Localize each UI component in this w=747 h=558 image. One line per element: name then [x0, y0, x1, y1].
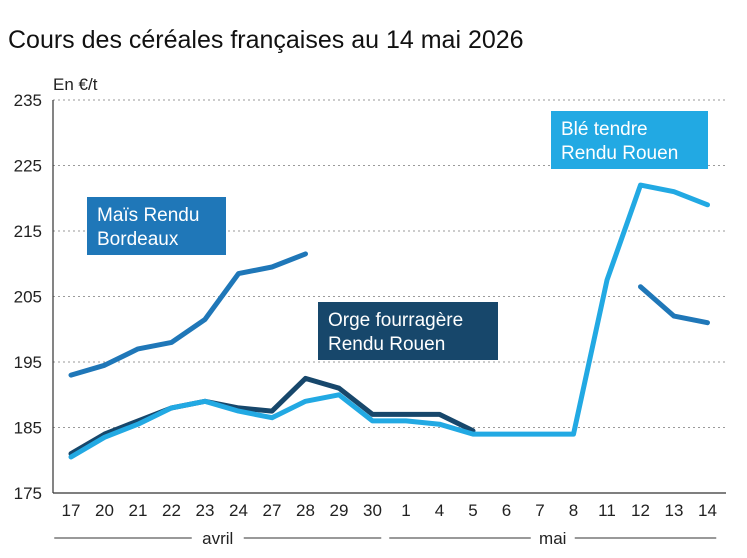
- x-tick-label: 1: [401, 501, 410, 520]
- series-line-1: [68, 375, 476, 457]
- x-tick-label: 20: [95, 501, 114, 520]
- series-line-2: [68, 182, 710, 460]
- series-label-text: Rendu Rouen: [328, 334, 445, 355]
- y-axis-unit-label: En €/t: [53, 75, 98, 94]
- x-tick-label: 23: [196, 501, 215, 520]
- series-label-text: Maïs Rendu: [97, 205, 199, 226]
- series-lines: [68, 182, 710, 460]
- x-tick-label: 6: [502, 501, 511, 520]
- series-label-text: Rendu Rouen: [561, 143, 678, 164]
- x-tick-label: 8: [569, 501, 578, 520]
- series-label-box-1: [318, 302, 498, 360]
- x-tick-label: 17: [62, 501, 81, 520]
- series-label-text: Blé tendre: [561, 119, 648, 140]
- series-labels: Maïs Rendu Bordeaux Orge fourragère Rendu R…: [87, 111, 708, 360]
- y-tick-label: 225: [14, 157, 42, 176]
- chart-title: Cours des céréales françaises au 14 mai …: [8, 26, 524, 54]
- y-tick-label: 215: [14, 222, 42, 241]
- x-tick-label: 27: [263, 501, 282, 520]
- x-tick-label: 28: [296, 501, 315, 520]
- x-tick-label: 13: [665, 501, 684, 520]
- month-label: avril: [202, 529, 233, 548]
- x-tick-label: 5: [468, 501, 477, 520]
- series-line-0: [638, 284, 710, 326]
- y-tick-label: 205: [14, 288, 42, 307]
- x-tick-label: 29: [330, 501, 349, 520]
- y-tick-label: 235: [14, 91, 42, 110]
- series-label-text: Bordeaux: [97, 229, 179, 250]
- x-tick-label: 11: [598, 501, 616, 520]
- x-tick-label: 7: [535, 501, 544, 520]
- y-axis-ticks: 175 185 195 205 215 225 235: [14, 91, 42, 503]
- series-label-text: Orge fourragère: [328, 310, 463, 331]
- y-tick-label: 195: [14, 353, 42, 372]
- x-tick-label: 4: [435, 501, 444, 520]
- series-line-0: [68, 251, 308, 378]
- x-tick-label: 24: [229, 501, 248, 520]
- x-tick-label: 22: [162, 501, 181, 520]
- series-label-box-0: [87, 197, 226, 255]
- x-axis-ticks: 17 20 21 22 23 24 27 28 29 30 1 4 5 6 7 8 11 12 13 14: [62, 501, 717, 520]
- x-tick-label: 14: [698, 501, 717, 520]
- month-label: mai: [539, 529, 566, 548]
- y-tick-label: 185: [14, 419, 42, 438]
- series-label-box-2: [551, 111, 708, 169]
- x-tick-label: 12: [631, 501, 650, 520]
- month-labels: avril mai: [54, 529, 717, 548]
- x-tick-label: 30: [363, 501, 382, 520]
- x-tick-label: 21: [129, 501, 148, 520]
- y-tick-label: 175: [14, 484, 42, 503]
